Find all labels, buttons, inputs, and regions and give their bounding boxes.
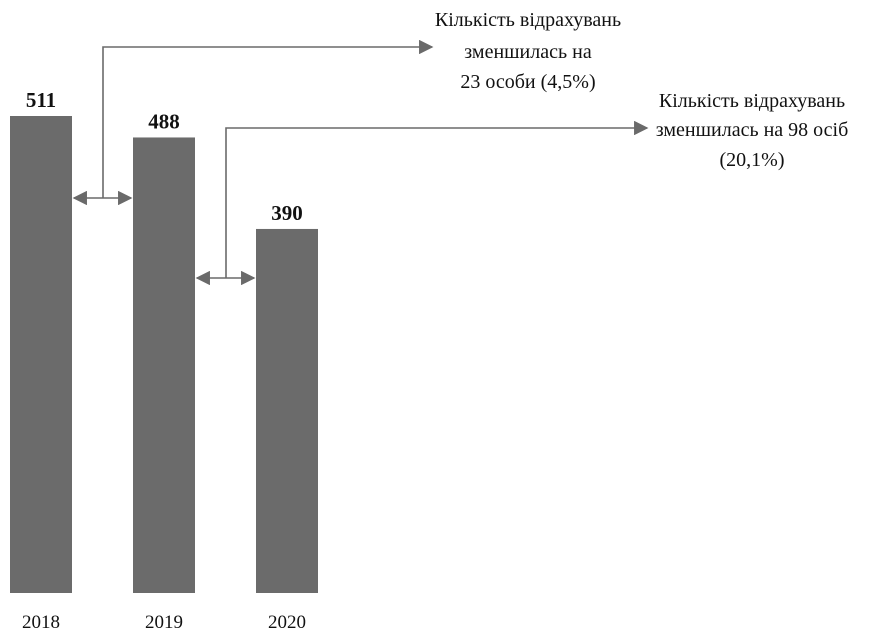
x-tick-label-2020: 2020 bbox=[268, 612, 306, 631]
annotation-1-line-3: 23 особи (4,5%) bbox=[460, 71, 595, 93]
annotation-1-line-2: зменшилась на bbox=[464, 41, 592, 63]
bar-2020 bbox=[256, 228, 318, 594]
bar-value-label-2020: 390 bbox=[271, 201, 303, 225]
x-tick-label-2018: 2018 bbox=[22, 612, 60, 631]
bars: 511 2018 488 2019 390 2020 bbox=[10, 88, 318, 631]
annotations: Кількість відрахувань зменшилась на 23 осо… bbox=[435, 9, 848, 171]
annotation-2-line-1: Кількість відрахувань bbox=[659, 90, 845, 112]
callout-leader-2019-2020 bbox=[225, 120, 649, 278]
annotation-1-line-1: Кількість відрахувань bbox=[435, 9, 621, 31]
annotation-2-line-3: (20,1%) bbox=[720, 149, 785, 171]
bar-value-label-2019: 488 bbox=[148, 109, 180, 133]
callout-leader-2018-2019 bbox=[102, 39, 434, 198]
bar-2019 bbox=[133, 137, 195, 593]
bar-value-label-2018: 511 bbox=[26, 88, 56, 112]
x-tick-label-2019: 2019 bbox=[145, 612, 183, 631]
difference-connectors bbox=[72, 39, 649, 286]
annotation-2-line-2: зменшилась на 98 осіб bbox=[656, 119, 849, 141]
bar-2018 bbox=[10, 116, 72, 593]
